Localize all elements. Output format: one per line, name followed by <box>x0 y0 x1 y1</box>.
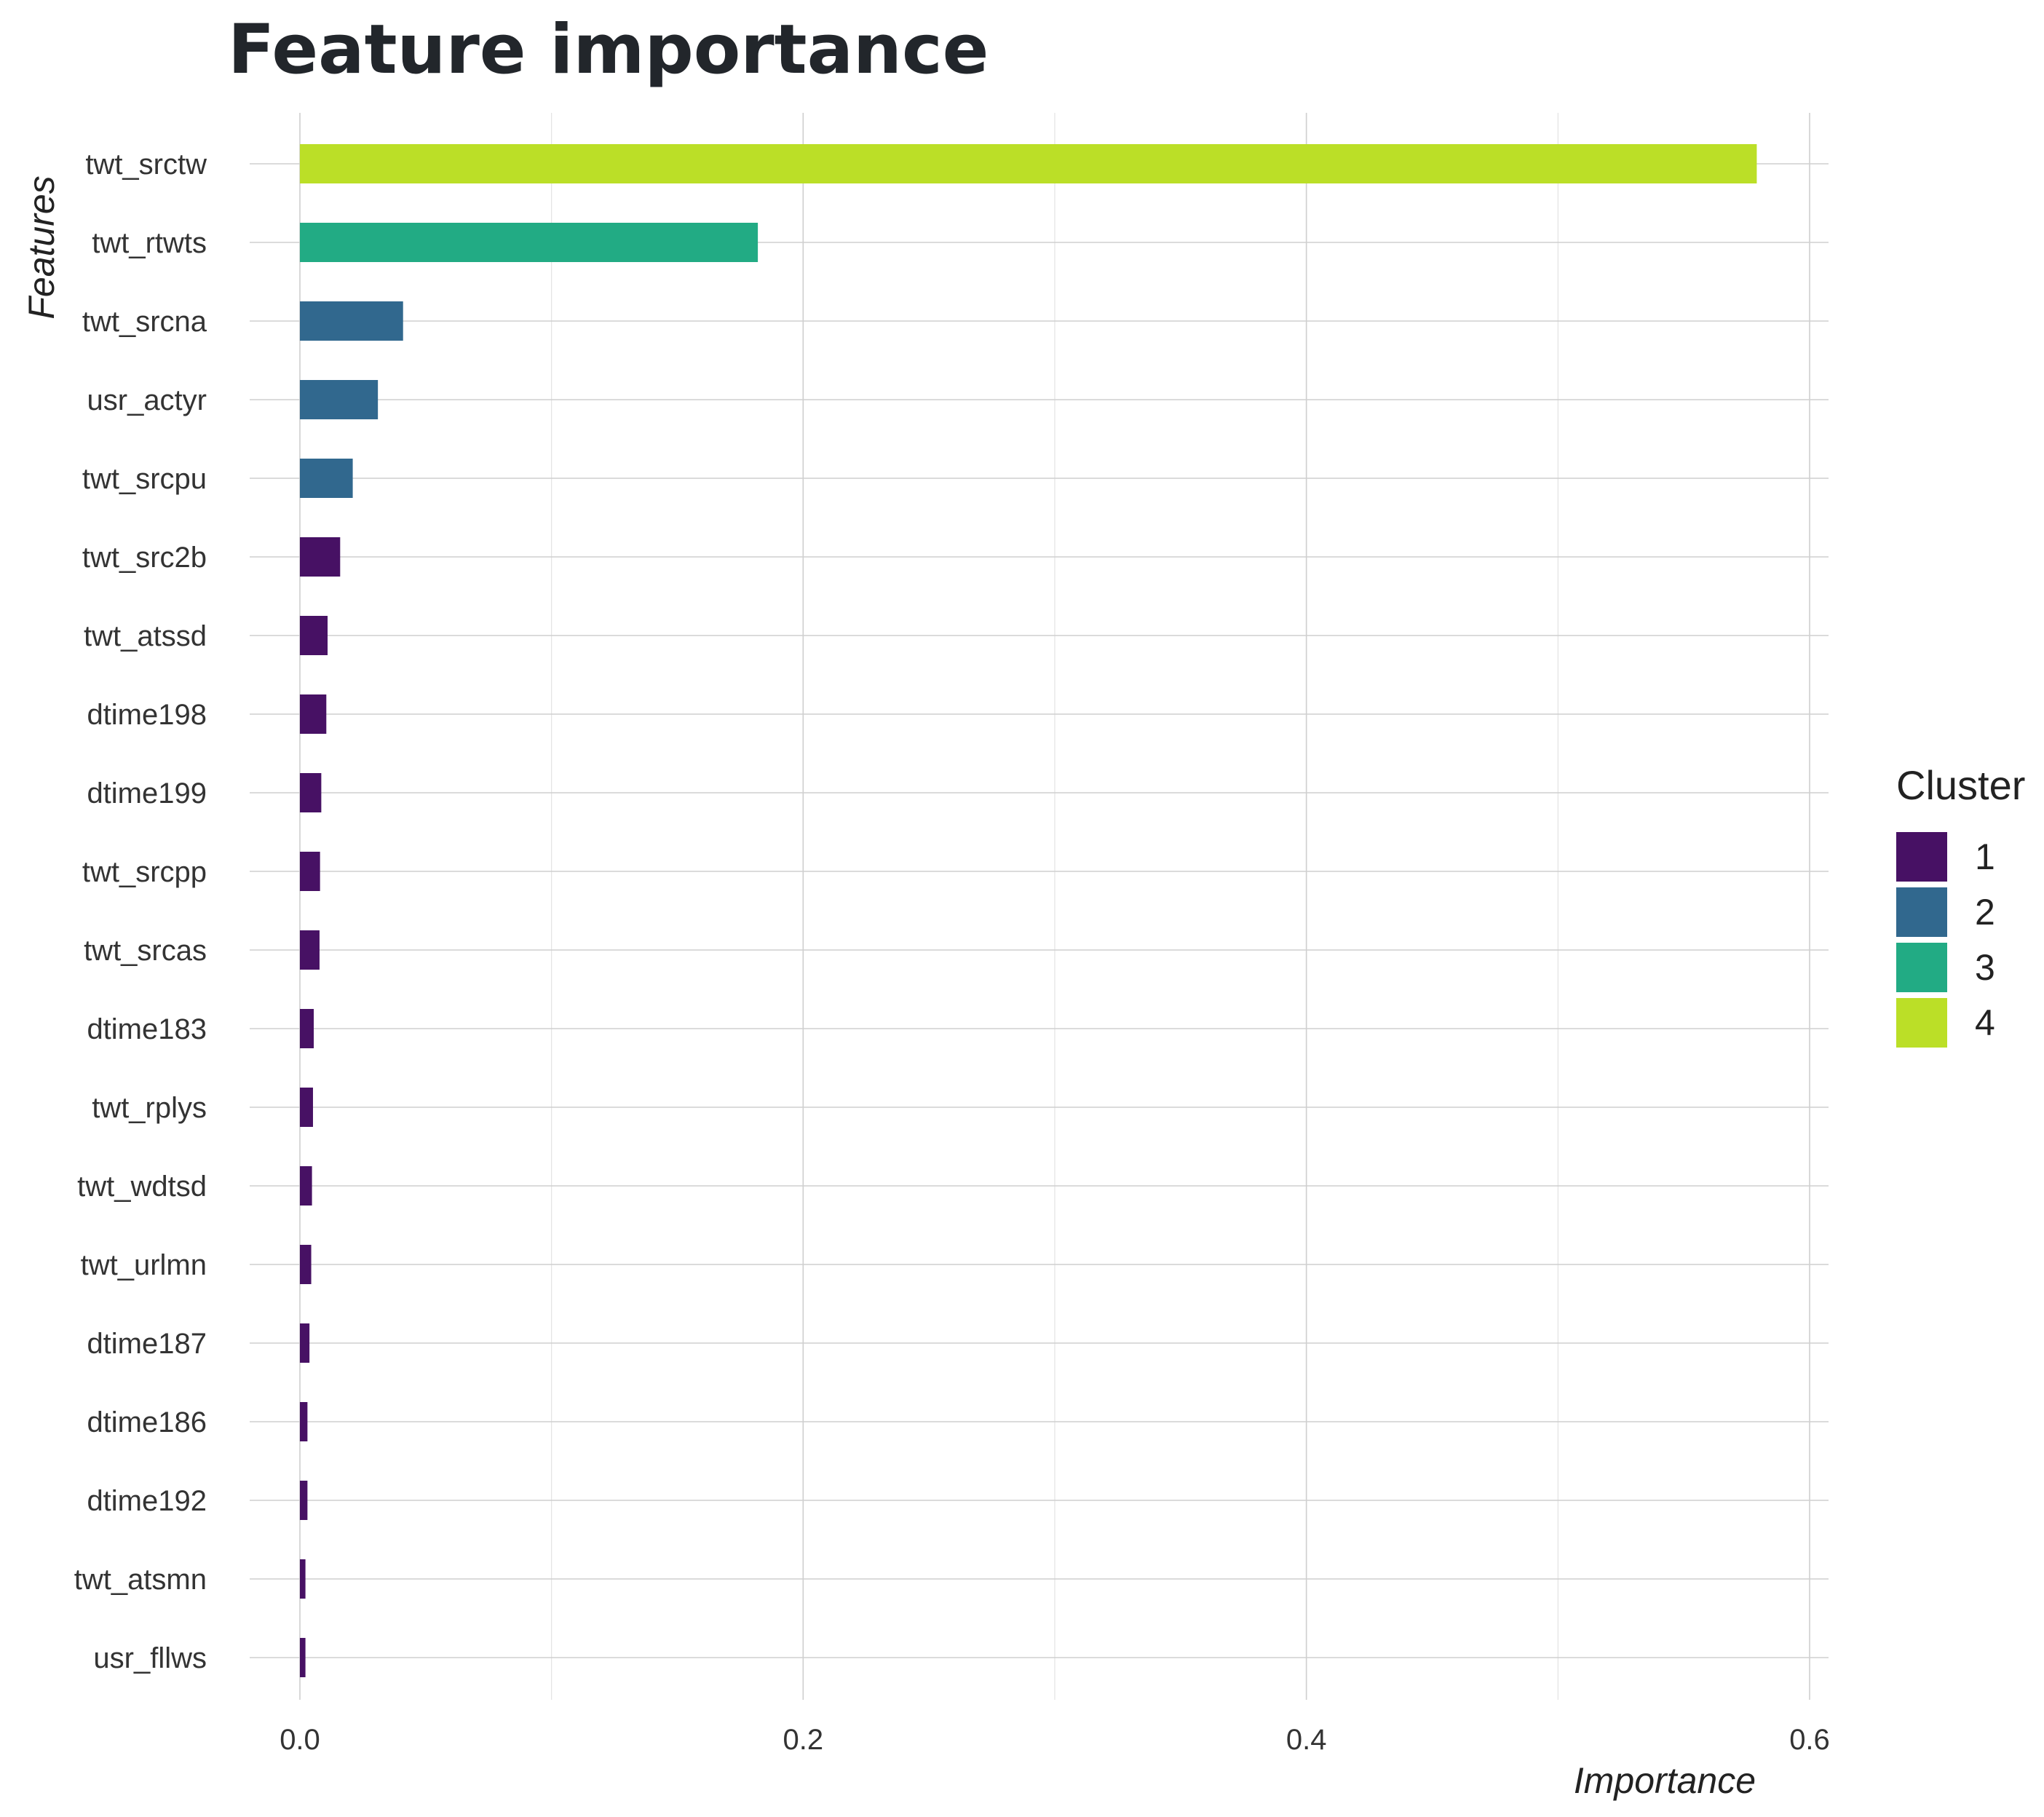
bar-dtime186 <box>300 1402 308 1441</box>
legend-label: 3 <box>1975 947 1995 988</box>
legend-swatch-2 <box>1896 887 1947 937</box>
bar-twt_wdtsd <box>300 1166 312 1206</box>
y-tick-labels: twt_srctw twt_rtwts twt_srcna usr_actyr twt_… <box>74 149 207 1674</box>
y-tick-label: twt_srcna <box>82 306 207 338</box>
bar-twt_src2b <box>300 537 341 577</box>
y-tick-label: dtime187 <box>87 1328 207 1360</box>
y-tick-label: twt_srcpu <box>82 463 207 495</box>
bar-dtime198 <box>300 694 327 734</box>
legend-label: 2 <box>1975 892 1995 933</box>
bar-usr_actyr <box>300 380 379 419</box>
y-tick-label: usr_fllws <box>93 1642 207 1674</box>
bar-usr_fllws <box>300 1638 306 1677</box>
bar-dtime187 <box>300 1323 310 1363</box>
y-tick-label: twt_srcpp <box>82 856 207 888</box>
bar-twt_urlmn <box>300 1245 312 1284</box>
legend-swatch-1 <box>1896 832 1947 882</box>
bar-twt_srcpp <box>300 852 320 891</box>
legend-label: 1 <box>1975 836 1995 877</box>
chart-title: Feature importance <box>228 10 989 90</box>
bar-twt_rtwts <box>300 223 758 262</box>
x-tick-label: 0.4 <box>1286 1724 1327 1756</box>
bar-dtime192 <box>300 1481 308 1520</box>
x-tick-label: 0.2 <box>783 1724 824 1756</box>
x-tick-labels: 0.0 0.2 0.4 0.6 <box>280 1724 1830 1756</box>
bar-twt_srctw <box>300 144 1757 183</box>
y-tick-label: dtime199 <box>87 777 207 809</box>
y-tick-label: dtime183 <box>87 1013 207 1045</box>
y-tick-label: twt_rtwts <box>92 227 207 259</box>
x-axis-label: Importance <box>1574 1760 1756 1801</box>
y-tick-label: dtime192 <box>87 1485 207 1517</box>
y-tick-label: twt_rplys <box>92 1092 207 1124</box>
legend-swatch-4 <box>1896 998 1947 1048</box>
y-tick-label: dtime198 <box>87 699 207 731</box>
x-tick-label: 0.0 <box>280 1724 320 1756</box>
grid <box>250 113 1829 1700</box>
legend-title: Cluster <box>1896 762 2025 808</box>
y-tick-label: twt_srcas <box>84 935 207 967</box>
bar-dtime183 <box>300 1009 314 1048</box>
bar-twt_srcna <box>300 301 403 341</box>
bar-twt_rplys <box>300 1088 313 1127</box>
legend: Cluster 1 2 3 4 <box>1896 762 2025 1048</box>
bar-twt_atsmn <box>300 1559 306 1599</box>
y-tick-label: twt_wdtsd <box>77 1171 207 1203</box>
bar-twt_srcpu <box>300 459 353 498</box>
y-tick-label: twt_urlmn <box>81 1249 207 1281</box>
bar-twt_atssd <box>300 616 328 655</box>
legend-swatch-3 <box>1896 943 1947 992</box>
bar-twt_srcas <box>300 930 320 970</box>
y-tick-label: twt_srctw <box>85 149 207 181</box>
legend-label: 4 <box>1975 1002 1995 1043</box>
y-tick-label: twt_src2b <box>82 542 207 574</box>
bar-dtime199 <box>300 773 322 812</box>
x-tick-label: 0.6 <box>1789 1724 1830 1756</box>
y-axis-label: Features <box>21 175 62 319</box>
y-tick-label: dtime186 <box>87 1406 207 1438</box>
bars <box>300 144 1757 1677</box>
y-tick-label: usr_actyr <box>87 384 207 416</box>
y-tick-label: twt_atsmn <box>74 1564 207 1596</box>
y-tick-label: twt_atssd <box>84 620 207 652</box>
